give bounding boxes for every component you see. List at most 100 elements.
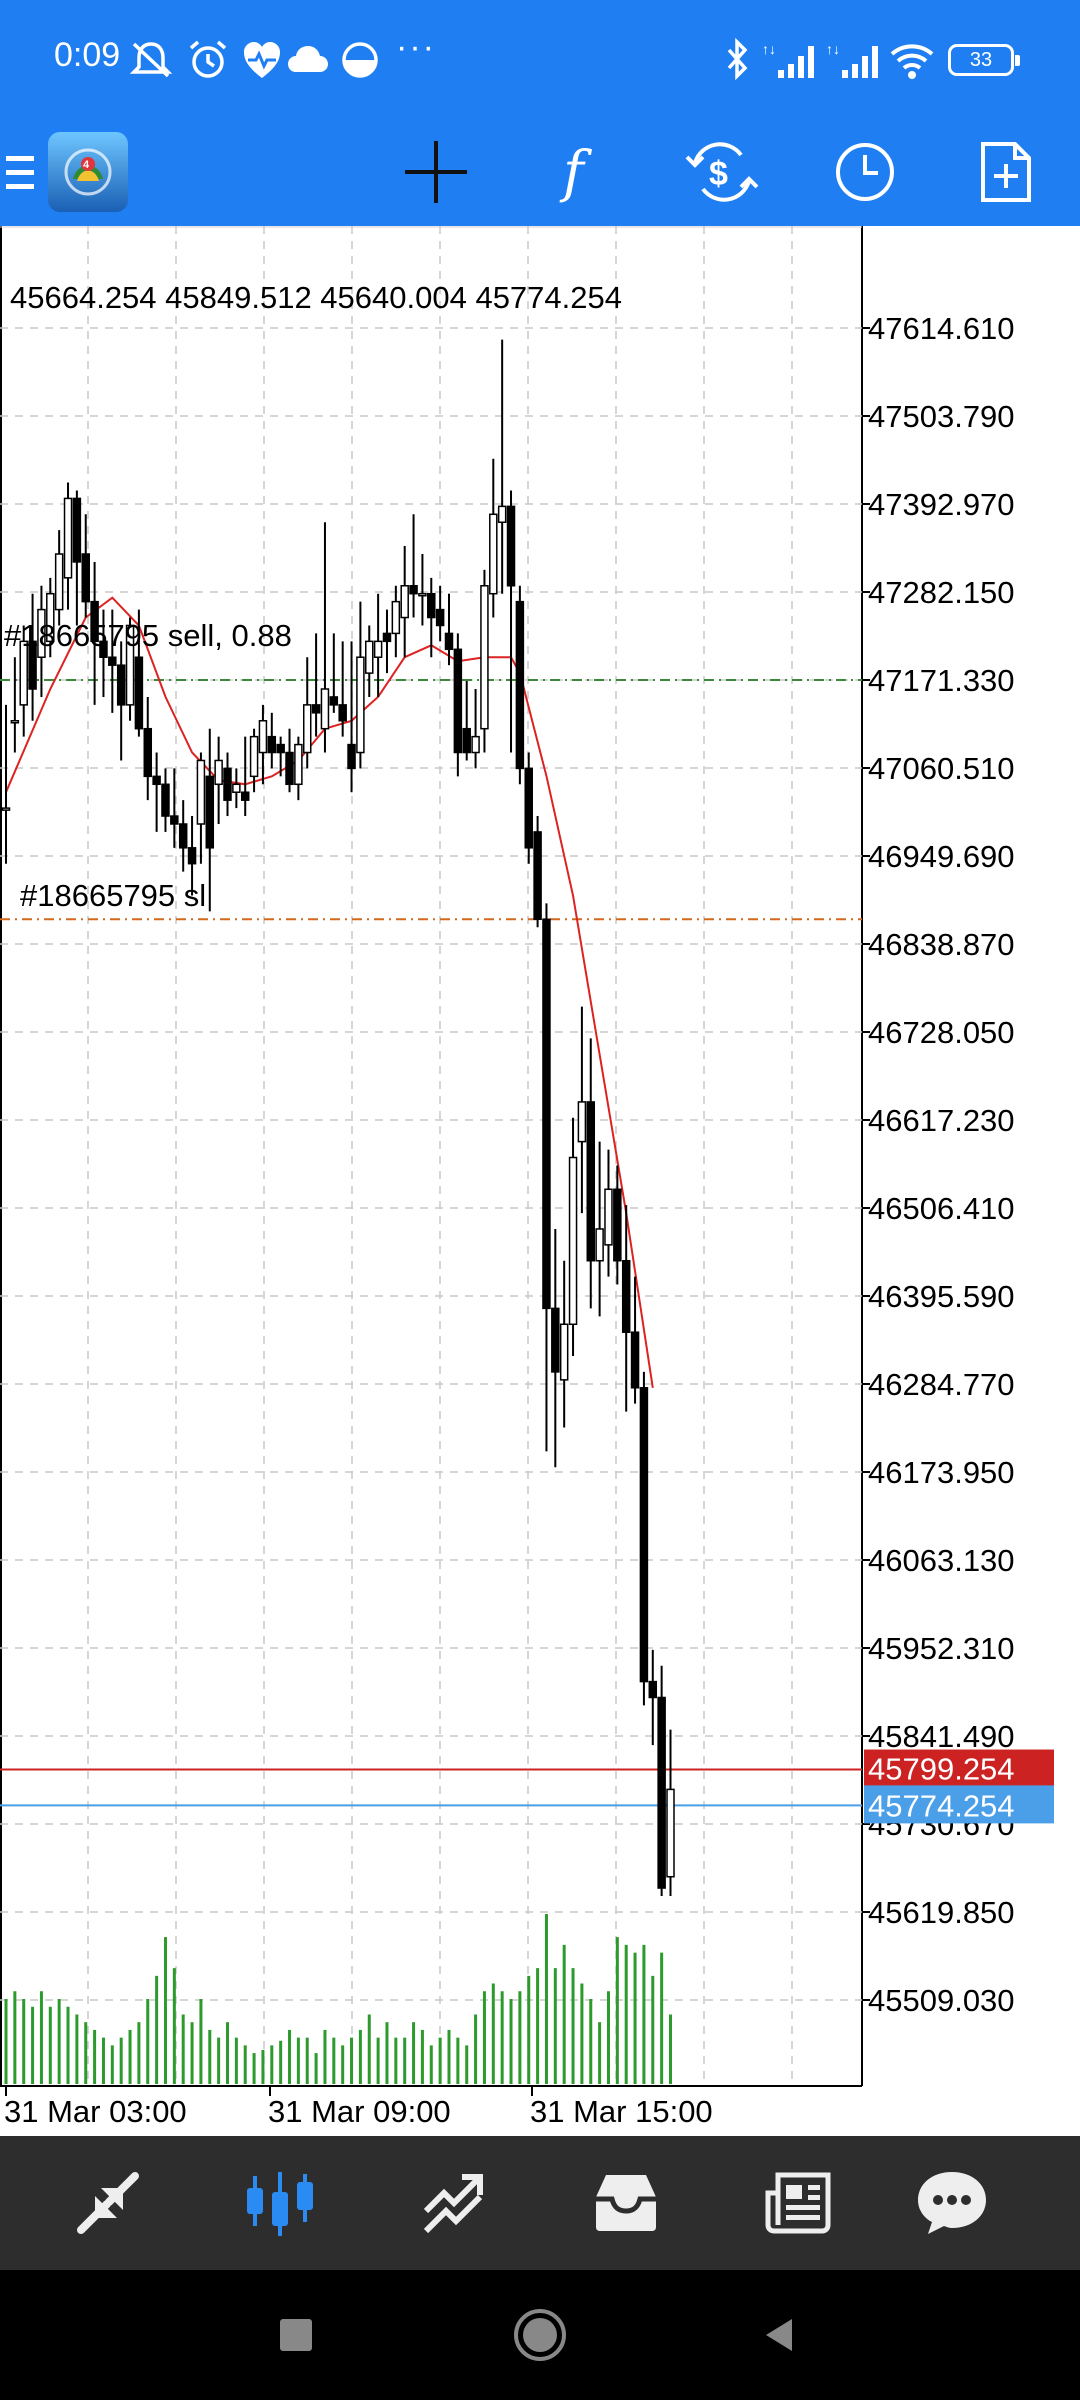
candle <box>46 577 55 658</box>
candle <box>400 546 409 658</box>
candle-body-up <box>294 743 303 786</box>
candle <box>90 561 99 705</box>
candle <box>604 1149 613 1277</box>
candle <box>125 617 135 721</box>
menu-icon <box>6 156 34 189</box>
candle-body-up <box>10 720 20 724</box>
symbols-button[interactable]: $ <box>680 118 764 226</box>
candle-body-down <box>223 767 232 801</box>
trade-levels <box>0 679 862 1807</box>
candle-body-down <box>409 585 418 595</box>
price-label: 45619.850 <box>868 1895 1015 1930</box>
tab-chat[interactable] <box>892 2136 1012 2270</box>
price-label: 46617.230 <box>868 1103 1015 1138</box>
candle <box>613 1165 622 1285</box>
candle <box>152 752 161 832</box>
circle-icon <box>342 42 378 78</box>
time-label: 31 Mar 15:00 <box>530 2094 713 2129</box>
chart-area[interactable]: 47614.610 47503.790 47392.970 47282.150 4717… <box>0 226 1080 2136</box>
order-label[interactable]: #18665795 sell, 0.88 <box>4 618 292 653</box>
candle <box>37 585 46 697</box>
candle-body-up <box>37 608 46 658</box>
price-label: 46949.690 <box>868 839 1015 874</box>
candle <box>568 1117 578 1357</box>
price-label: 47614.610 <box>868 311 1015 346</box>
home-button[interactable] <box>500 2295 580 2375</box>
candle <box>630 1276 640 1404</box>
heart-icon <box>244 42 280 78</box>
price-label: 45952.310 <box>868 1631 1015 1666</box>
svg-text:↑↓: ↑↓ <box>762 41 776 57</box>
recent-apps-button[interactable] <box>256 2295 336 2375</box>
candle <box>480 569 489 753</box>
indicators-button[interactable]: f <box>540 118 620 226</box>
candle-body-up <box>46 592 55 643</box>
candle <box>205 728 215 912</box>
tab-quotes[interactable] <box>48 2136 168 2270</box>
candle-body-up <box>54 553 64 611</box>
back-icon <box>766 2319 792 2351</box>
price-axis: 47614.610 47503.790 47392.970 47282.150 4717… <box>862 311 1054 2018</box>
candle-body-up <box>196 759 206 825</box>
candle-body-down <box>542 918 551 1310</box>
tab-chart[interactable] <box>220 2136 340 2270</box>
app-logo-button[interactable]: 4 <box>46 118 130 226</box>
back-button[interactable] <box>740 2295 820 2375</box>
candle <box>28 593 37 721</box>
candle <box>409 514 418 618</box>
candle-body-down <box>170 815 179 825</box>
candle <box>249 728 259 793</box>
candle <box>99 609 108 697</box>
price-label: 47171.330 <box>868 663 1015 698</box>
candles <box>1 339 675 1896</box>
new-order-button[interactable] <box>964 118 1048 226</box>
crosshair-button[interactable] <box>396 118 476 226</box>
candle <box>285 728 294 793</box>
candle <box>382 609 392 674</box>
news-icon <box>765 2172 831 2234</box>
timeframe-button[interactable] <box>824 118 906 226</box>
wifi-icon <box>890 44 934 79</box>
candle-body-up <box>302 704 312 754</box>
candle-body-down <box>506 505 516 587</box>
candle <box>595 1141 604 1317</box>
ask-price-label: 45774.254 <box>868 1788 1015 1823</box>
price-label: 45509.030 <box>868 1983 1015 2018</box>
battery-level: 33 <box>969 49 993 71</box>
price-label: 46284.770 <box>868 1367 1015 1402</box>
candle <box>577 1006 587 1214</box>
mute-icon <box>129 42 173 78</box>
menu-button[interactable] <box>0 118 40 226</box>
candle <box>19 625 28 737</box>
candle <box>1 704 11 864</box>
candle <box>427 577 436 658</box>
new-order-icon <box>981 142 1031 202</box>
candle-body-down <box>435 608 445 627</box>
candle <box>515 585 525 785</box>
candle <box>639 1371 649 1706</box>
candle-body-down <box>533 831 542 921</box>
tab-history[interactable] <box>566 2136 686 2270</box>
price-label: 46395.590 <box>868 1279 1015 1314</box>
candle-body-down <box>551 1307 560 1373</box>
tab-news[interactable] <box>740 2136 860 2270</box>
candle-body-up <box>19 640 28 706</box>
stop-loss-label[interactable]: #18665795 sl <box>20 878 206 913</box>
tab-trade[interactable] <box>394 2136 514 2270</box>
candle <box>621 1205 631 1412</box>
time-label: 31 Mar 09:00 <box>268 2094 451 2129</box>
candle <box>329 633 339 713</box>
candle-body-up <box>258 720 268 754</box>
candle-body-down <box>462 727 471 754</box>
candle <box>196 752 206 864</box>
candle <box>223 752 232 817</box>
battery-icon: 33 <box>948 44 1020 76</box>
candle <box>444 593 454 666</box>
time-label: 31 Mar 03:00 <box>4 2094 187 2129</box>
indicators-icon: f <box>559 141 593 203</box>
chart-canvas[interactable]: 47614.610 47503.790 47392.970 47282.150 4717… <box>0 226 1080 2136</box>
candle-body-down <box>285 751 294 786</box>
candle-body-down <box>108 656 117 666</box>
candle-body-down <box>276 743 285 754</box>
candle <box>462 681 471 761</box>
